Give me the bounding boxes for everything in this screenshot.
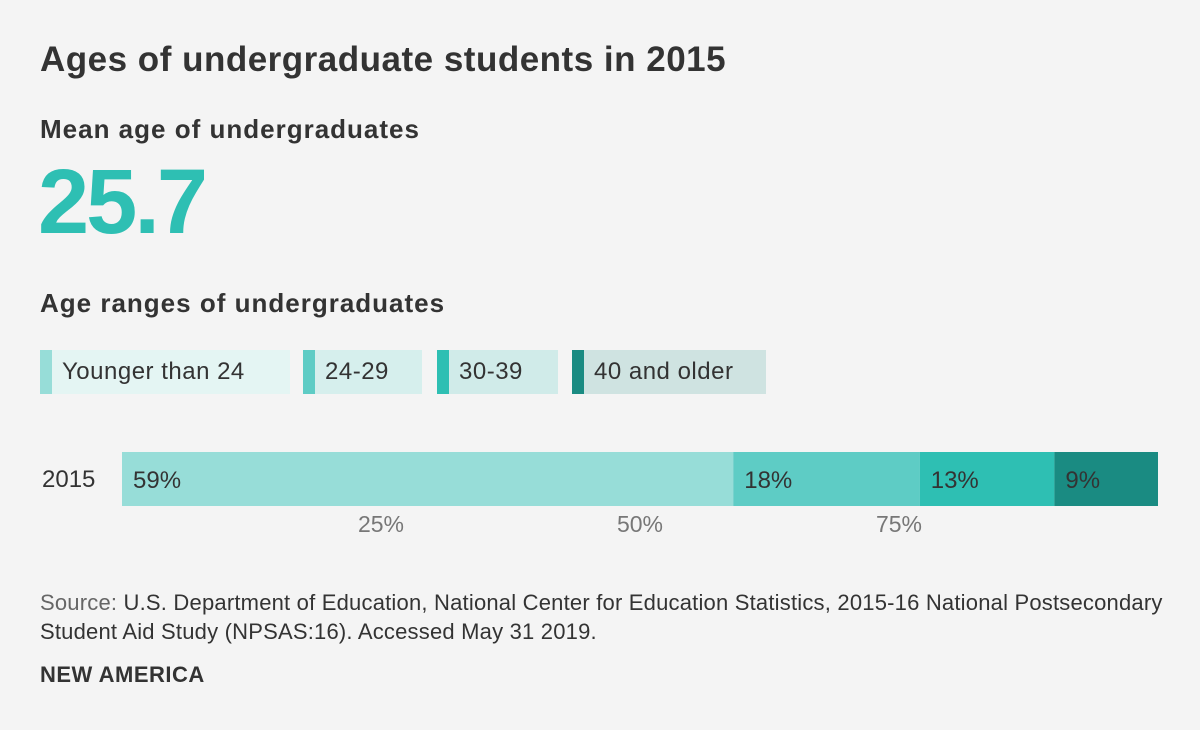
chart-title: Ages of undergraduate students in 2015 [40,40,727,79]
bar-segment-40-and-older [1054,452,1158,506]
bar-segment-younger-than-24 [122,452,734,506]
legend-item-younger-than-24[interactable]: Younger than 24 [40,350,290,394]
legend-item-24-29[interactable]: 24-29 [303,350,422,394]
data-label: 18% [744,467,792,494]
legend-item-40-and-older[interactable]: 40 and older [572,350,766,394]
legend-item-30-39[interactable]: 30-39 [437,350,558,394]
legend-background [437,350,558,394]
bar-segment-30-39 [919,452,1055,506]
mean-age-label: Mean age of undergraduates [40,114,420,144]
x-tick-label: 50% [617,511,663,537]
data-label: 59% [133,467,181,494]
legend-swatch [303,350,315,394]
legend-label: 30-39 [459,358,523,385]
legend-label: 40 and older [594,358,734,385]
legend-swatch [437,350,449,394]
x-tick-label: 25% [358,511,404,537]
x-tick-label: 75% [876,511,922,537]
legend-background [40,350,290,394]
legend-label: 24-29 [325,358,389,385]
age-ranges-title: Age ranges of undergraduates [40,288,446,318]
data-label: 9% [1065,467,1100,494]
category-label: 2015 [42,466,95,493]
mean-age-value: 25.7 [38,151,208,253]
legend-label: Younger than 24 [62,358,245,385]
source-text: U.S. Department of Education, National C… [40,590,1163,644]
legend-swatch [40,350,52,394]
legend-background [303,350,422,394]
source-prefix: Source: [40,590,118,615]
source-note: Source: U.S. Department of Education, Na… [40,588,1170,646]
legend-background [572,350,766,394]
legend-swatch [572,350,584,394]
data-label: 13% [931,467,979,494]
brand-logo-text: NEW AMERICA [40,662,205,687]
bar-segment-24-29 [733,452,920,506]
stacked-bar-chart: 2015 59% 18% 13% 9% 25% 50% 75% [42,452,1158,537]
